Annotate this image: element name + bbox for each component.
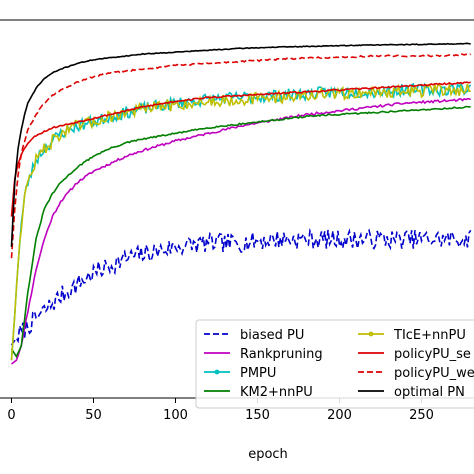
legend-label: Rankpruning	[240, 347, 323, 362]
legend-item-biased-pu: biased PU	[204, 328, 304, 343]
x-axis-label: epoch	[248, 447, 288, 462]
series-line-km2-nnpu	[10, 105, 471, 359]
legend-item-rankpruning: Rankpruning	[204, 347, 323, 362]
legend-marker	[368, 331, 374, 337]
x-tick-label: 200	[327, 408, 352, 423]
legend-label: policyPU_we	[394, 366, 474, 381]
legend-item-policypu-we: policyPU_we	[358, 366, 474, 381]
x-tick-label: 0	[7, 408, 15, 423]
series-line-policypu-se	[10, 81, 471, 217]
legend: biased PU Rankpruning PMPU KM2+nnPU TIcE+nnP…	[195, 319, 474, 409]
legend-item-pmpu: PMPU	[204, 366, 276, 381]
legend-item-optimal-pn: optimal PN	[358, 385, 465, 400]
x-tick-label: 150	[245, 408, 270, 423]
legend-label: KM2+nnPU	[240, 385, 313, 400]
series-line-biased-pu	[10, 228, 472, 346]
series-line-policypu-we	[10, 52, 471, 259]
series-line-optimal-pn	[10, 42, 471, 247]
legend-item-tice-nnpu: TIcE+nnPU	[358, 328, 466, 343]
legend-marker	[214, 369, 220, 375]
legend-label: PMPU	[240, 366, 276, 381]
legend-label: policyPU_se	[394, 347, 471, 362]
legend-label: TIcE+nnPU	[393, 328, 466, 343]
series-line-tice-nnpu	[10, 81, 471, 361]
x-tick-label: 100	[163, 408, 188, 423]
legend-label: biased PU	[240, 328, 304, 343]
x-tick-label: 250	[409, 408, 434, 423]
x-tick-label: 50	[85, 408, 102, 423]
legend-item-km2-nnpu: KM2+nnPU	[204, 385, 313, 400]
legend-item-policypu-se: policyPU_se	[358, 347, 471, 362]
legend-box	[195, 319, 474, 409]
legend-label: optimal PN	[394, 385, 465, 400]
series-line-rankpruning	[10, 97, 472, 365]
